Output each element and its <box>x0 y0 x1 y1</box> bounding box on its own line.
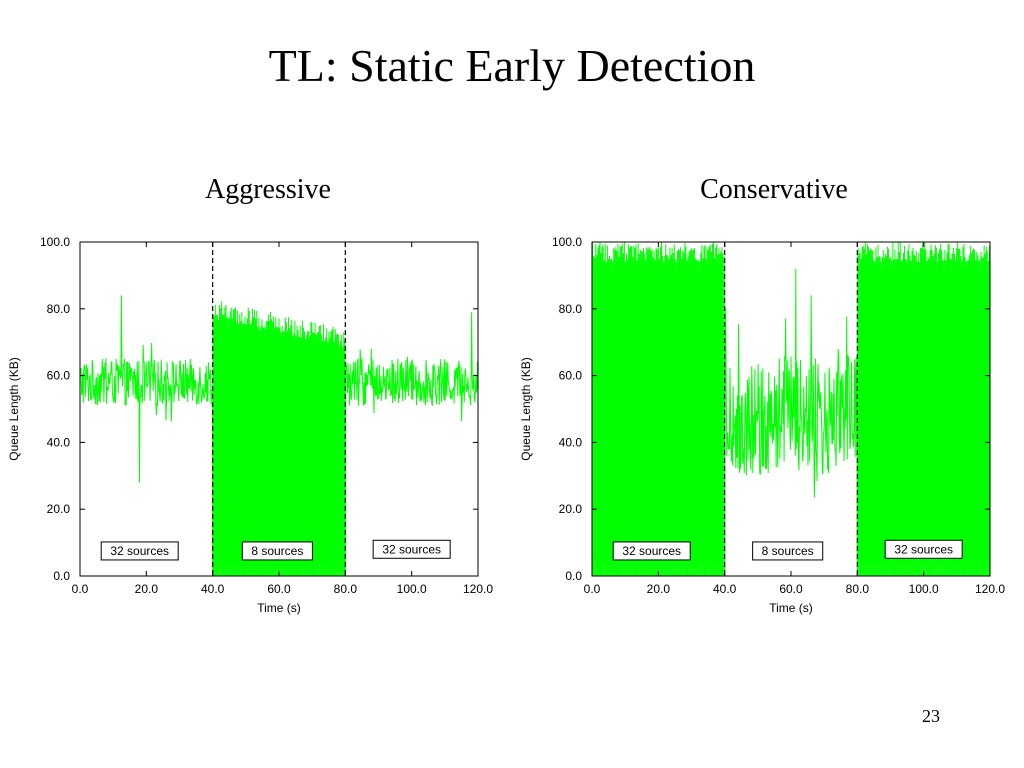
source-count-label: 32 sources <box>382 542 441 556</box>
x-tick-label: 80.0 <box>334 582 358 596</box>
x-tick-label: 40.0 <box>713 582 737 596</box>
source-count-box <box>752 541 824 561</box>
conservative-queue-chart: 0.0 20.0 40.0 60.0 80.0 100.0 120.0 0.0 20.0 40.0… <box>519 235 1005 615</box>
x-tick-label: 40.0 <box>201 582 225 596</box>
series-line <box>79 295 479 577</box>
source-count-box <box>612 541 691 561</box>
slide-title: TL: Static Early Detection <box>268 40 756 91</box>
x-tick-label: 0.0 <box>72 582 89 596</box>
x-tick-label: 100.0 <box>397 582 427 596</box>
chart-title-conservative: Conservative <box>700 174 848 205</box>
y-tick-label: 40.0 <box>559 435 583 449</box>
y-axis-label: Queue Length (KB) <box>7 357 21 460</box>
x-tick-label: 20.0 <box>647 582 671 596</box>
y-tick-label: 100.0 <box>40 235 70 249</box>
x-tick-label: 120.0 <box>975 582 1005 596</box>
y-tick-label: 60.0 <box>47 369 71 383</box>
x-tick-label: 60.0 <box>267 582 291 596</box>
page-number: 23 <box>922 706 940 726</box>
y-tick-label: 20.0 <box>559 502 583 516</box>
source-count-label: 8 sources <box>251 544 303 558</box>
source-count-label: 32 sources <box>894 542 953 556</box>
x-tick-label: 0.0 <box>584 582 601 596</box>
series-line <box>591 242 991 577</box>
y-axis-label: Queue Length (KB) <box>519 357 533 460</box>
y-tick-label: 100.0 <box>552 235 582 249</box>
x-tick-label: 80.0 <box>846 582 870 596</box>
source-count-box <box>884 539 963 559</box>
chart-title-aggressive: Aggressive <box>205 174 331 205</box>
y-tick-label: 40.0 <box>47 435 71 449</box>
y-tick-label: 20.0 <box>47 502 71 516</box>
x-axis-label: Time (s) <box>769 601 813 615</box>
aggressive-queue-chart: 0.0 20.0 40.0 60.0 80.0 100.0 120.0 0.0 20.0 40.0… <box>7 235 493 615</box>
source-count-label: 32 sources <box>622 544 681 558</box>
source-count-box <box>372 539 451 559</box>
y-tick-label: 80.0 <box>559 302 583 316</box>
source-count-box <box>241 541 313 561</box>
y-tick-label: 0.0 <box>53 569 70 583</box>
x-tick-label: 20.0 <box>135 582 159 596</box>
x-tick-label: 120.0 <box>463 582 493 596</box>
source-count-label: 32 sources <box>110 544 169 558</box>
y-tick-label: 60.0 <box>559 369 583 383</box>
x-tick-label: 100.0 <box>909 582 939 596</box>
y-tick-label: 80.0 <box>47 302 71 316</box>
source-count-label: 8 sources <box>762 544 814 558</box>
y-tick-label: 0.0 <box>565 569 582 583</box>
x-axis-label: Time (s) <box>257 601 301 615</box>
source-count-box <box>100 541 179 561</box>
x-tick-label: 60.0 <box>779 582 803 596</box>
